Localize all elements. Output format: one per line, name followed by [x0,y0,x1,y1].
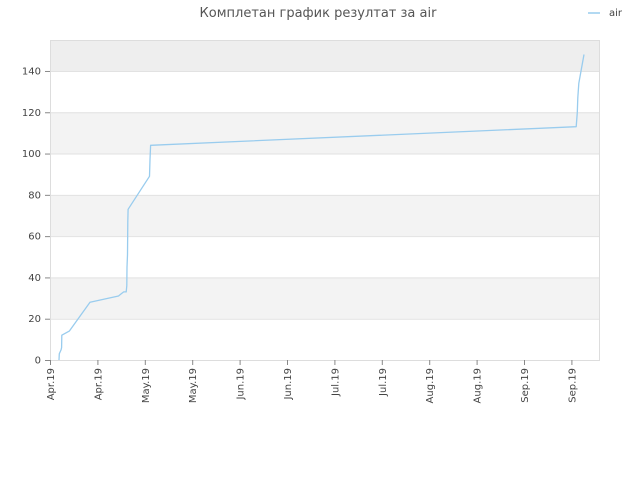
series-line-air [58,54,585,361]
y-tick-label: 120 [22,108,41,119]
background-band [50,40,600,71]
y-tick-label: 80 [28,190,41,201]
y-tick-label: 60 [28,232,41,243]
y-axis: 0 20 40 60 80 100 120 140 [22,66,50,367]
background-band [50,236,600,278]
x-tick-label: Apr.19 [46,368,57,400]
x-tick-label: Jun.19 [236,368,247,401]
x-tick-label: Sep.19 [520,368,531,403]
background-band [50,277,600,319]
y-tick-label: 20 [28,314,41,325]
x-axis: Apr.19 Apr.19 May.19 May.19 Jun.19 Jun.19 Jul.… [46,360,578,403]
x-tick-label: May.19 [141,368,152,403]
background-band [50,194,600,237]
background-band [50,70,600,113]
x-tick-label: Jul.19 [330,368,341,397]
y-tick-label: 40 [28,273,41,284]
background-band [50,318,600,360]
y-tick-label: 140 [22,66,41,77]
y-tick-label: 100 [22,149,41,160]
background-band [50,153,600,195]
plot-border [50,40,600,361]
legend: air [588,8,623,19]
x-tick-label: May.19 [188,368,199,403]
chart-title: Комплетан график резултат за air [200,6,438,21]
y-tick-label: 0 [35,356,41,367]
x-tick-label: Aug.19 [473,368,484,403]
x-tick-label: Sep.19 [567,368,578,403]
background-band [50,112,600,154]
x-tick-label: Jul.19 [378,368,389,397]
legend-label-air: air [609,8,623,19]
background-bands [50,40,600,360]
x-tick-label: Apr.19 [93,368,104,400]
x-tick-label: Jun.19 [283,368,294,401]
x-tick-label: Aug.19 [425,368,436,403]
series-group [58,54,585,361]
